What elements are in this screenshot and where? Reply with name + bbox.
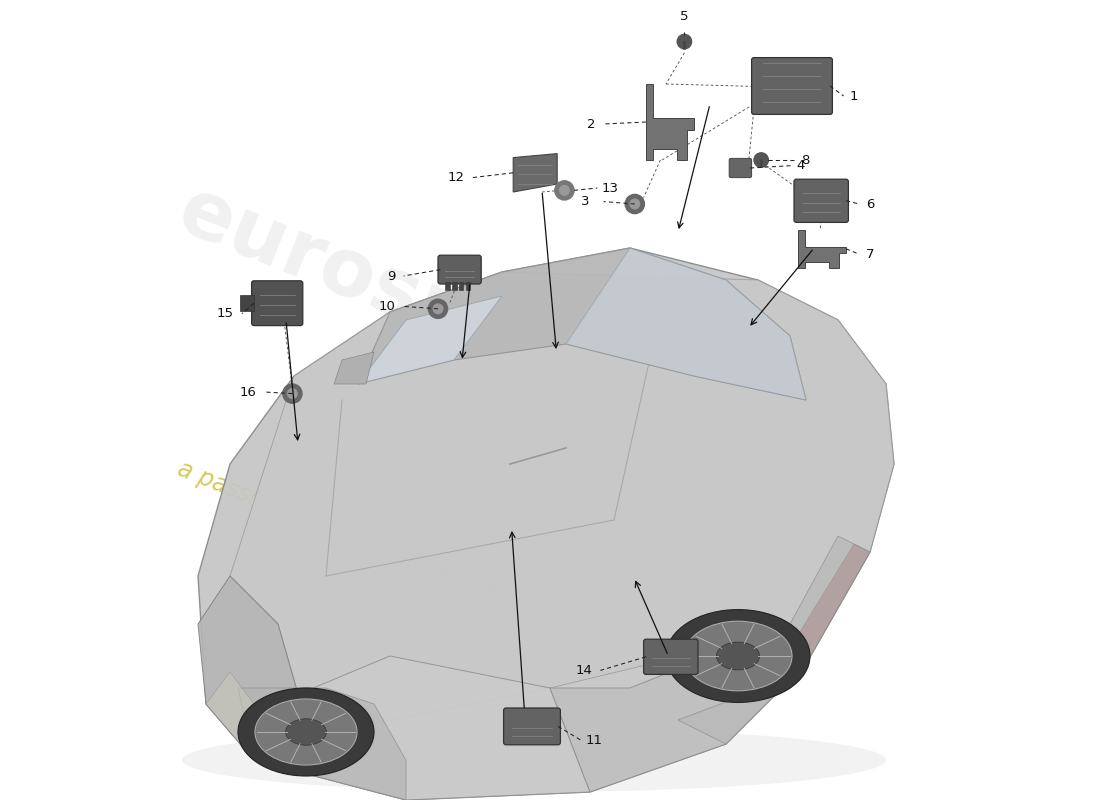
Circle shape xyxy=(630,199,639,209)
Text: 2: 2 xyxy=(587,118,595,130)
Polygon shape xyxy=(198,576,310,760)
Polygon shape xyxy=(358,296,502,384)
Circle shape xyxy=(283,384,302,403)
Circle shape xyxy=(287,389,297,398)
Ellipse shape xyxy=(255,699,358,765)
Bar xyxy=(459,282,463,290)
FancyBboxPatch shape xyxy=(438,255,481,284)
Text: 13: 13 xyxy=(602,182,618,194)
Ellipse shape xyxy=(716,642,760,670)
Polygon shape xyxy=(550,640,806,792)
Circle shape xyxy=(754,153,769,167)
FancyBboxPatch shape xyxy=(751,58,833,114)
Text: 7: 7 xyxy=(866,248,874,261)
Bar xyxy=(465,282,471,290)
Text: 8: 8 xyxy=(801,154,810,166)
Text: 6: 6 xyxy=(866,198,874,210)
Polygon shape xyxy=(230,272,894,736)
Circle shape xyxy=(433,304,443,314)
Polygon shape xyxy=(514,154,558,192)
Polygon shape xyxy=(198,248,894,800)
Text: 10: 10 xyxy=(378,300,396,313)
Text: 5: 5 xyxy=(680,10,689,23)
Polygon shape xyxy=(790,544,870,664)
Text: 11: 11 xyxy=(586,734,603,747)
Text: 4: 4 xyxy=(796,159,805,172)
Text: 9: 9 xyxy=(387,270,396,282)
Polygon shape xyxy=(206,672,278,760)
Polygon shape xyxy=(254,656,590,800)
Bar xyxy=(452,282,456,290)
Polygon shape xyxy=(238,688,406,800)
Polygon shape xyxy=(334,352,374,384)
Circle shape xyxy=(554,181,574,200)
Ellipse shape xyxy=(684,621,792,691)
Polygon shape xyxy=(566,248,806,400)
FancyBboxPatch shape xyxy=(252,281,302,326)
FancyBboxPatch shape xyxy=(504,708,560,745)
Circle shape xyxy=(560,186,569,195)
Text: eurospecs: eurospecs xyxy=(166,171,625,417)
Text: 14: 14 xyxy=(575,664,593,677)
Text: 16: 16 xyxy=(240,386,256,398)
FancyBboxPatch shape xyxy=(729,158,751,178)
Bar xyxy=(240,295,254,311)
Ellipse shape xyxy=(238,688,374,776)
Polygon shape xyxy=(358,248,806,400)
Polygon shape xyxy=(798,230,846,268)
Circle shape xyxy=(625,194,645,214)
Text: 1: 1 xyxy=(850,90,858,102)
FancyBboxPatch shape xyxy=(644,639,698,674)
Text: 3: 3 xyxy=(581,195,590,208)
Circle shape xyxy=(428,299,448,318)
Ellipse shape xyxy=(666,610,810,702)
Ellipse shape xyxy=(286,718,327,746)
Text: 12: 12 xyxy=(448,171,464,184)
Ellipse shape xyxy=(182,728,886,792)
Text: a passion for parts since 1985: a passion for parts since 1985 xyxy=(174,457,514,613)
Circle shape xyxy=(678,34,692,49)
Text: 15: 15 xyxy=(217,307,234,320)
Bar xyxy=(446,282,450,290)
Polygon shape xyxy=(678,536,870,744)
FancyBboxPatch shape xyxy=(794,179,848,222)
Polygon shape xyxy=(646,84,694,160)
